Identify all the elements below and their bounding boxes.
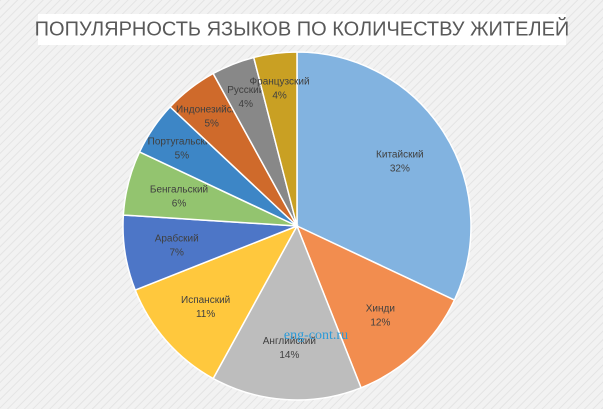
slice-value: 4%	[272, 91, 287, 102]
pie-slice	[212, 224, 363, 401]
slice-label: Хинди	[366, 303, 395, 314]
pie-slice	[134, 224, 299, 380]
slice-label: Бенгальский	[150, 184, 208, 195]
slice-value: 6%	[172, 198, 187, 209]
title-box	[38, 14, 566, 45]
slice-value: 5%	[204, 119, 219, 130]
slice-label: Русский	[227, 85, 264, 96]
slice-label: Английский	[263, 336, 316, 347]
slice-label: Португальский	[148, 136, 216, 147]
pie-slice	[252, 51, 298, 227]
watermark: eng-cont.ru	[284, 328, 348, 343]
pie-slice	[296, 51, 472, 302]
slice-value: 32%	[390, 163, 410, 174]
slice-value: 12%	[370, 317, 390, 328]
slice-label: Французский	[250, 77, 310, 88]
chart-title: ПОПУЛЯРНОСТЬ ЯЗЫКОВ ПО КОЛИЧЕСТВУ ЖИТЕЛЕ…	[35, 16, 570, 40]
slice-value: 11%	[196, 309, 215, 320]
pie-slice	[295, 224, 456, 389]
slice-label: Испанский	[181, 295, 230, 306]
pie: Китайский 32% Хинди 12% Английский 14% Испанск…	[122, 51, 472, 401]
slice-value: 4%	[239, 99, 254, 110]
slice-value: 5%	[175, 150, 190, 161]
slice-label: Арабский	[155, 233, 199, 245]
slice-value: 7%	[169, 248, 184, 259]
slice-label: Индонезийский	[176, 105, 247, 116]
slice-value: 14%	[279, 350, 299, 361]
slice-label: Китайский	[376, 149, 424, 160]
